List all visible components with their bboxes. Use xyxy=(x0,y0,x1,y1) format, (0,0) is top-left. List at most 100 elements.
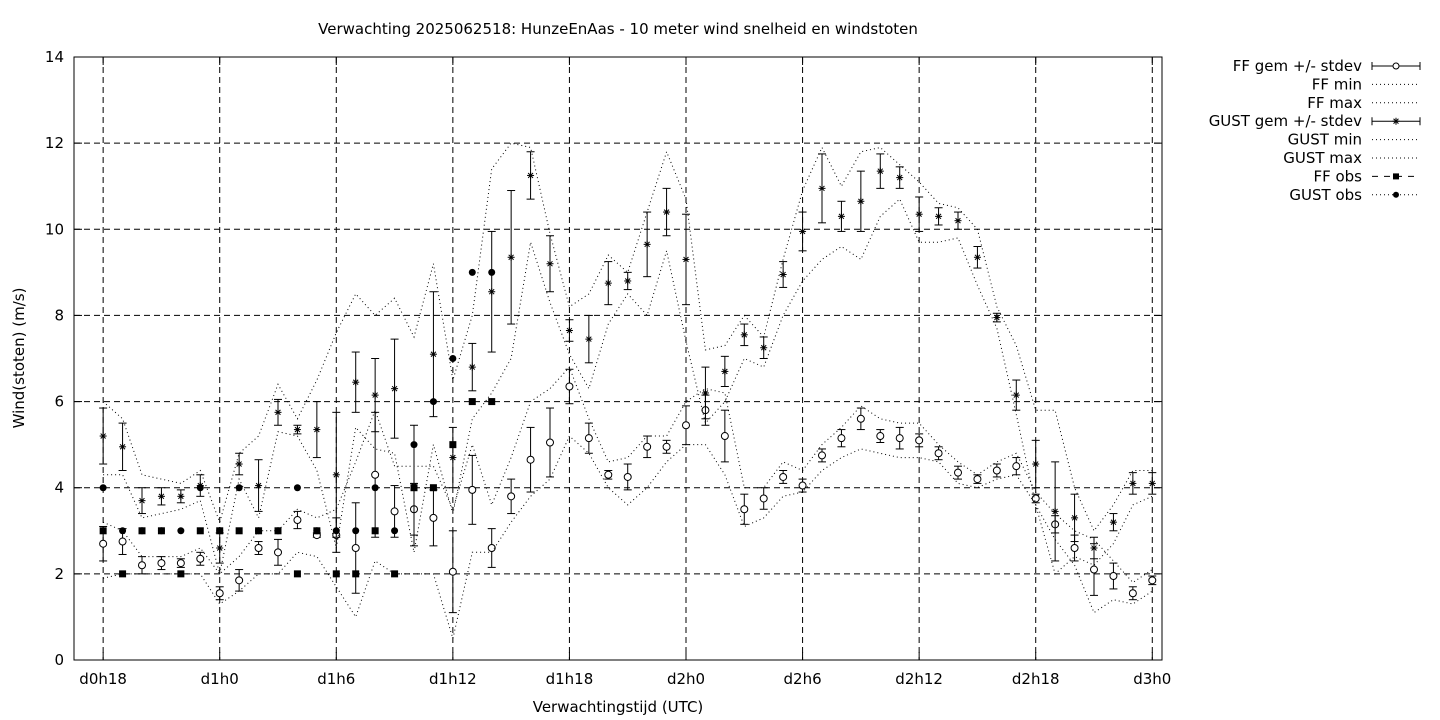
point-marker xyxy=(429,513,438,522)
data-point xyxy=(312,401,321,459)
point-marker xyxy=(1032,460,1040,468)
point-marker xyxy=(993,314,1001,322)
data-point xyxy=(895,166,904,189)
data-point xyxy=(448,530,457,614)
point-marker xyxy=(157,492,165,500)
data-point xyxy=(1031,493,1040,504)
y-tick-label: 2 xyxy=(54,565,64,583)
point-marker xyxy=(352,378,360,386)
data-point xyxy=(1148,575,1157,586)
axis-layer: 0 2 4 6 8 10 12 14 d0h18 d1h0 d1h6 d1h12 d1h18 d2h0 d2… xyxy=(45,48,1171,688)
legend-label: GUST min xyxy=(1288,131,1362,149)
data-point xyxy=(177,527,185,535)
point-marker xyxy=(235,576,244,585)
data-point xyxy=(449,441,457,449)
data-point xyxy=(623,463,632,491)
point-marker xyxy=(915,436,924,445)
point-marker xyxy=(1012,462,1021,471)
point-marker xyxy=(856,414,865,423)
data-point xyxy=(584,422,593,454)
point-marker xyxy=(740,505,749,514)
point-marker xyxy=(177,492,185,500)
series-ff-min xyxy=(102,435,1153,641)
y-tick-label: 6 xyxy=(54,393,64,411)
data-point xyxy=(682,213,690,306)
point-marker xyxy=(1090,544,1098,552)
data-point xyxy=(973,474,982,484)
data-point xyxy=(876,429,885,443)
legend-item-ff-obs: FF obs xyxy=(1313,167,1420,185)
data-point xyxy=(274,527,282,535)
point-marker xyxy=(293,426,301,434)
data-point xyxy=(468,398,476,406)
data-point xyxy=(837,429,846,448)
data-point xyxy=(1012,379,1021,411)
x-tick-label: d0h18 xyxy=(79,670,127,688)
legend-label: FF max xyxy=(1307,94,1362,112)
data-point xyxy=(565,368,574,405)
data-point xyxy=(293,424,302,435)
point-marker xyxy=(604,470,613,479)
legend-item-ff-max: FF max xyxy=(1307,94,1420,112)
point-marker xyxy=(565,382,574,391)
data-point xyxy=(371,358,380,433)
data-point xyxy=(371,411,380,538)
data-point xyxy=(604,469,613,480)
data-point xyxy=(856,407,865,431)
point-marker xyxy=(546,438,554,447)
point-marker xyxy=(391,385,399,393)
point-marker xyxy=(274,548,282,557)
point-marker xyxy=(1148,576,1157,585)
data-point xyxy=(293,570,301,578)
data-point xyxy=(429,398,437,406)
point-marker xyxy=(895,434,904,443)
point-marker xyxy=(585,335,593,343)
data-point xyxy=(895,426,904,450)
data-point xyxy=(779,469,788,484)
legend-label: GUST max xyxy=(1283,149,1362,167)
data-point xyxy=(487,230,496,353)
point-marker xyxy=(954,217,962,225)
point-marker xyxy=(565,327,573,335)
point-marker xyxy=(507,253,515,261)
legend-marker xyxy=(1393,191,1399,198)
data-point xyxy=(856,170,865,232)
point-marker xyxy=(1109,572,1118,581)
data-point xyxy=(332,570,340,578)
data-point xyxy=(313,527,321,535)
data-point xyxy=(255,527,263,535)
y-tick-label: 4 xyxy=(54,479,64,497)
point-marker xyxy=(759,494,768,503)
legend-label: GUST gem +/- stdev xyxy=(1209,112,1362,130)
legend-item-ff-min: FF min xyxy=(1312,75,1420,93)
data-point xyxy=(468,454,477,525)
data-point xyxy=(371,484,379,492)
x-tick-label: d2h0 xyxy=(667,670,705,688)
point-marker xyxy=(720,432,729,441)
data-point xyxy=(798,211,807,252)
data-point xyxy=(274,398,282,426)
point-marker xyxy=(1071,514,1079,522)
legend-marker xyxy=(1392,62,1400,70)
data-point xyxy=(643,435,652,459)
point-marker xyxy=(1051,507,1059,515)
point-marker xyxy=(818,184,826,192)
data-point xyxy=(157,527,165,535)
point-marker xyxy=(1148,479,1156,487)
data-point xyxy=(235,569,244,592)
data-point xyxy=(662,439,671,454)
point-marker xyxy=(390,507,399,516)
data-point xyxy=(973,246,982,269)
point-marker xyxy=(779,472,788,481)
point-marker xyxy=(176,559,185,568)
x-tick-label: d2h6 xyxy=(784,670,822,688)
series-ff-gem-stdev xyxy=(99,368,1157,614)
point-marker xyxy=(1031,494,1040,503)
x-tick-label: d2h18 xyxy=(1012,670,1060,688)
data-point xyxy=(351,351,360,413)
data-point xyxy=(488,268,496,276)
point-marker xyxy=(507,492,516,501)
data-point xyxy=(565,319,574,342)
